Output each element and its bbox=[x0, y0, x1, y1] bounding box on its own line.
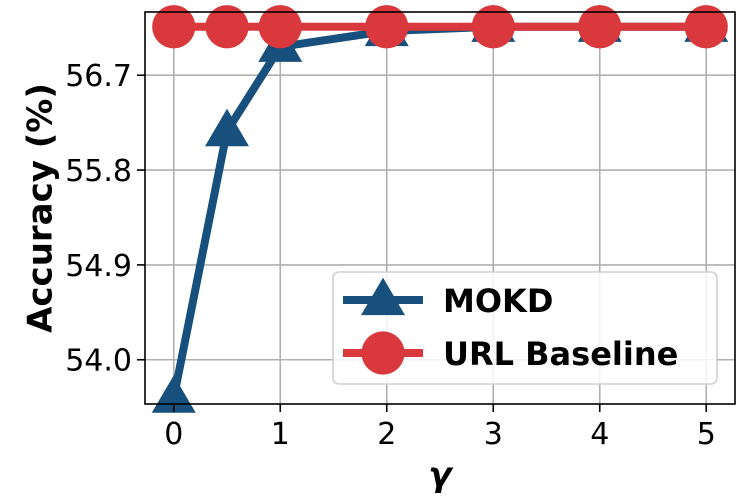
x-tick-label: 4 bbox=[590, 417, 609, 452]
url-baseline-point bbox=[258, 5, 302, 49]
grid bbox=[145, 12, 735, 404]
mokd-point bbox=[205, 108, 250, 147]
ticks: 0 1 2 3 4 5 54.0 54.9 55.8 56.7 bbox=[65, 59, 716, 452]
y-tick-label: 54.9 bbox=[65, 249, 132, 284]
y-tick-label: 54.0 bbox=[65, 344, 132, 379]
x-tick-label: 5 bbox=[697, 417, 716, 452]
y-tick-label: 55.8 bbox=[65, 154, 132, 189]
legend: MOKD URL Baseline bbox=[332, 271, 718, 385]
series-layer bbox=[151, 4, 729, 413]
x-tick-label: 0 bbox=[164, 417, 183, 452]
y-axis-title: Accuracy (%) bbox=[21, 83, 61, 333]
legend-box bbox=[332, 271, 718, 385]
legend-entry-url-baseline: URL Baseline bbox=[343, 331, 678, 375]
x-axis-title: γ bbox=[428, 455, 454, 495]
url-baseline-point bbox=[365, 5, 409, 49]
plot-frame bbox=[144, 11, 736, 405]
legend-marker bbox=[361, 331, 405, 375]
legend-entry-mokd: MOKD bbox=[343, 277, 553, 320]
legend-marker bbox=[361, 277, 405, 316]
url-baseline-point bbox=[471, 5, 515, 49]
url-baseline-point bbox=[205, 5, 249, 49]
y-tick-label: 56.7 bbox=[65, 59, 132, 94]
url-baseline-point bbox=[578, 5, 622, 49]
legend-label: MOKD bbox=[443, 282, 553, 320]
url-baseline-point bbox=[684, 5, 728, 49]
url-baseline-point bbox=[152, 5, 196, 49]
x-tick-label: 2 bbox=[377, 417, 396, 452]
x-tick-label: 3 bbox=[484, 417, 503, 452]
x-tick-label: 1 bbox=[271, 417, 290, 452]
series-url-baseline bbox=[152, 5, 728, 49]
legend-label: URL Baseline bbox=[443, 335, 678, 373]
